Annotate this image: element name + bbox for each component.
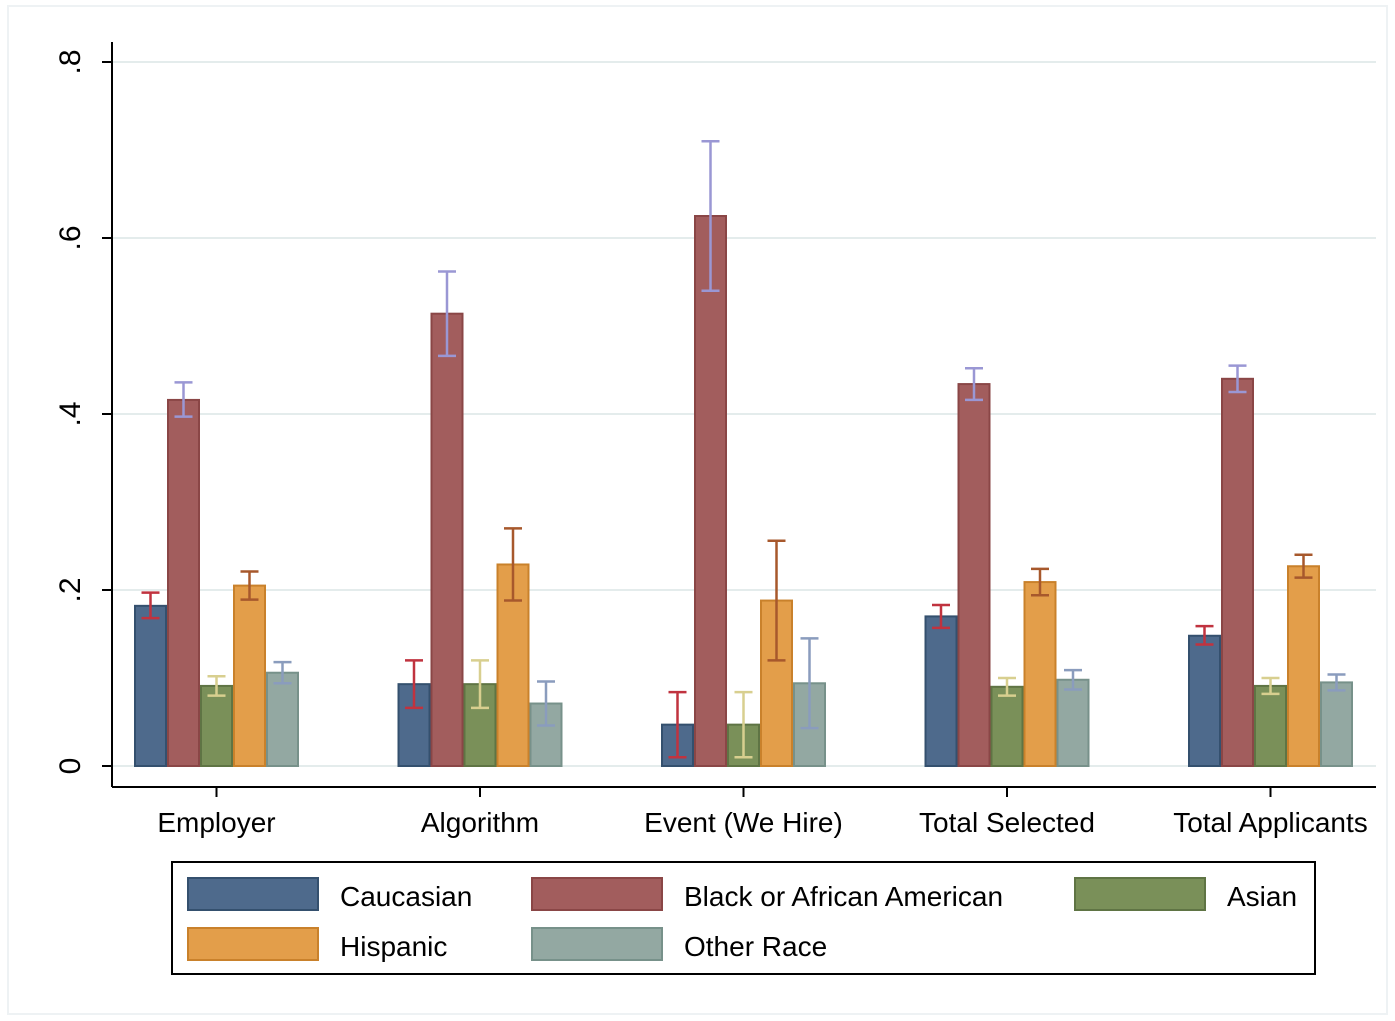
legend-label-other-race: Other Race (684, 931, 827, 962)
bar-asian-employer (200, 684, 233, 767)
legend-label-caucasian: Caucasian (340, 881, 472, 912)
bar-black-or-african-american-algorithm (430, 312, 464, 767)
bar-black-or-african-american-event-we-hire (694, 215, 727, 767)
bar-hispanic-total-selected (1023, 581, 1057, 768)
x-tick-label: Employer (157, 807, 275, 838)
legend-swatch-caucasian (187, 877, 319, 911)
bar-asian-total-applicants (1254, 684, 1287, 767)
bar-other-race-employer (266, 671, 299, 767)
bar-caucasian-employer (134, 604, 167, 768)
bar-black-or-african-american-total-applicants (1221, 377, 1254, 767)
x-tick-label: Event (We Hire) (644, 807, 843, 838)
legend-label-black-or-african-american: Black or African American (684, 881, 1003, 912)
x-tick-label: Total Selected (919, 807, 1095, 838)
bar-black-or-african-american-total-selected (957, 383, 991, 767)
gridlines (112, 61, 1376, 767)
x-tick-label: Total Applicants (1173, 807, 1368, 838)
bar-hispanic-employer (233, 584, 266, 767)
bar-other-race-total-selected (1056, 678, 1090, 768)
legend-swatch-hispanic (187, 927, 319, 961)
y-tick-label: .4 (54, 401, 87, 426)
bar-black-or-african-american-employer (167, 398, 200, 767)
bars (134, 215, 1353, 768)
y-tick-label: .2 (54, 577, 87, 602)
bar-asian-total-selected (990, 685, 1024, 767)
x-tick-label: Algorithm (421, 807, 539, 838)
legend-label-asian: Asian (1227, 881, 1297, 912)
y-tick-label: .8 (54, 49, 87, 74)
legend-swatch-asian (1074, 877, 1206, 911)
bar-other-race-total-applicants (1320, 681, 1353, 768)
y-tick-label: .6 (54, 225, 87, 250)
error-bars (141, 139, 1346, 759)
bar-caucasian-total-applicants (1188, 634, 1221, 768)
legend-swatch-black-or-african-american (531, 877, 663, 911)
legend-label-hispanic: Hispanic (340, 931, 447, 962)
legend: Caucasian Black or African American Asian H… (171, 861, 1316, 975)
axes: 0 .2 .4 .6 .8 Employer Algorithm Event (We Hire… (54, 42, 1376, 838)
y-tick-label: 0 (54, 758, 87, 775)
legend-swatch-other-race (531, 927, 663, 961)
bar-caucasian-total-selected (924, 615, 958, 768)
bar-hispanic-total-applicants (1287, 565, 1320, 767)
